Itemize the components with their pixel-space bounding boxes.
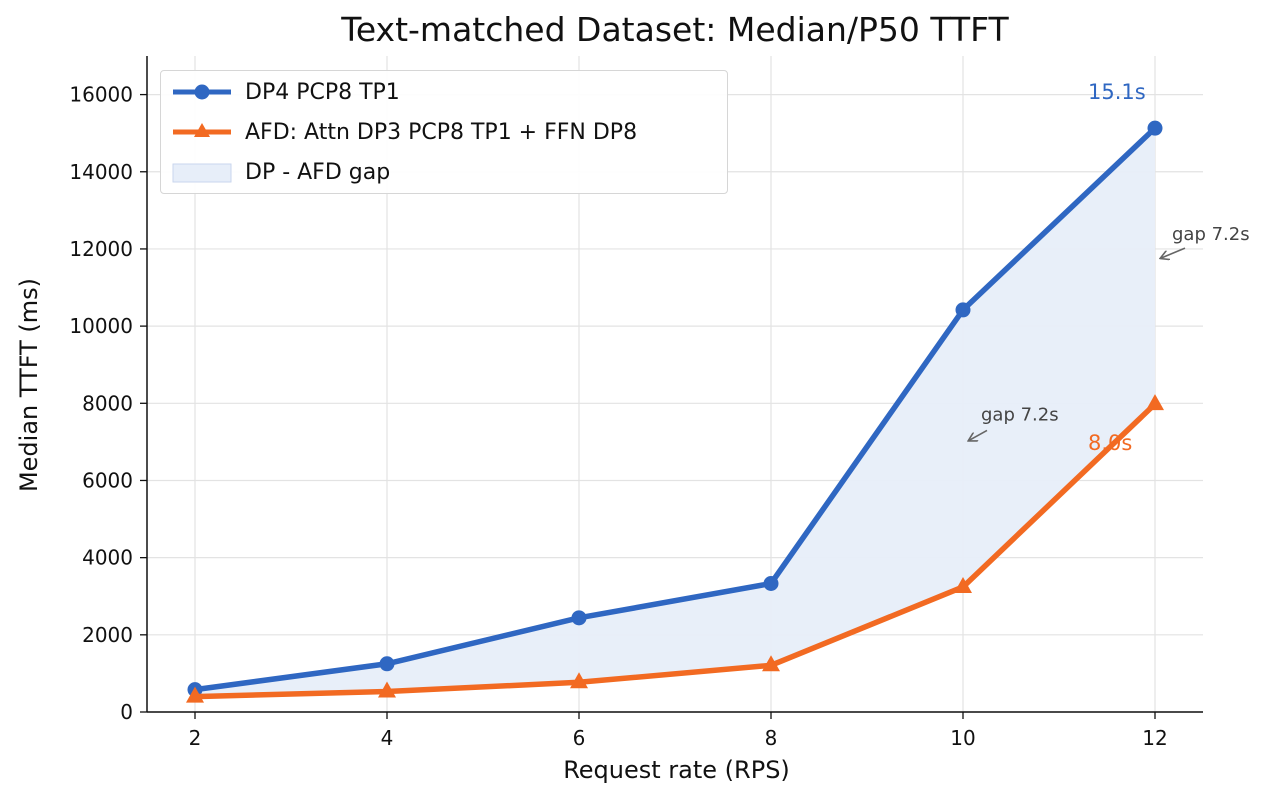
point-1-3 [762,655,780,672]
y-tick-label-8: 16000 [69,83,133,107]
point-1-2 [570,672,588,689]
x-tick-label-0: 2 [189,726,202,750]
y-tick-label-0: 0 [120,700,133,724]
annotation-gap-12: gap 7.2s [1172,224,1250,245]
legend-swatch-gap [172,163,232,183]
point-1-0 [186,686,204,703]
legend-item-gap: DP - AFD gap [171,155,390,189]
legend-label-dp: DP4 PCP8 TP1 [245,79,400,105]
x-tick-label-1: 4 [381,726,394,750]
x-axis-label: Request rate (RPS) [563,756,790,784]
point-0-3 [763,576,779,592]
legend-label-gap: DP - AFD gap [245,159,391,185]
legend-swatch-dp [173,84,231,100]
x-tick-label-5: 12 [1142,726,1167,750]
point-0-4 [955,302,971,318]
x-tick-label-2: 6 [573,726,586,750]
x-tick-label-4: 10 [950,726,975,750]
x-tick-label-3: 8 [765,726,778,750]
y-tick-label-3: 6000 [82,468,133,492]
annotation-gap-arrow-10 [969,429,988,440]
annotation-gap-10: gap 7.2s [981,404,1059,425]
point-1-5 [1146,394,1164,411]
point-1-1 [378,681,396,698]
y-tick-label-2: 4000 [82,546,133,570]
y-tick-label-5: 10000 [69,314,133,338]
y-tick-label-7: 14000 [69,160,133,184]
series-line-1 [192,401,1158,700]
point-1-4 [954,576,972,593]
legend: DP4 PCP8 TP1 AFD: Attn DP3 PCP8 TP1 + FF… [160,70,728,194]
point-0-5 [1147,120,1163,136]
legend-item-afd: AFD: Attn DP3 PCP8 TP1 + FFN DP8 [171,115,637,149]
gap-fill-area [195,128,1155,697]
y-tick-label-6: 12000 [69,237,133,261]
legend-swatch-afd [173,123,231,137]
legend-label-afd: AFD: Attn DP3 PCP8 TP1 + FFN DP8 [245,119,638,145]
annotation-afd-last: 8.0s [1088,431,1132,455]
chart-title: Text-matched Dataset: Median/P50 TTFT [341,10,1009,49]
point-0-2 [571,610,587,626]
y-axis-label: Median TTFT (ms) [15,277,43,493]
y-tick-label-1: 2000 [82,623,133,647]
point-0-1 [379,656,395,672]
y-tick-label-4: 8000 [82,391,133,415]
legend-item-dp: DP4 PCP8 TP1 [171,75,400,109]
annotation-dp-last: 15.1s [1088,80,1146,104]
annotation-gap-arrow-12 [1161,247,1186,258]
series-line-0 [192,125,1158,693]
